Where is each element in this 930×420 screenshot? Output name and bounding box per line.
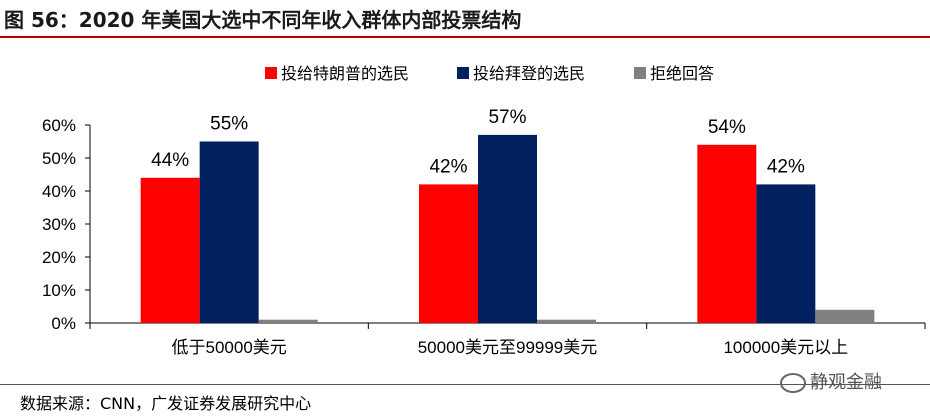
legend-swatch [265,67,277,79]
y-tick-label: 30% [42,215,76,234]
bar [419,184,478,323]
y-tick-label: 50% [42,149,76,168]
data-label: 55% [210,114,248,135]
legend-swatch [634,67,646,79]
x-tick-label: 50000美元至99999美元 [418,338,598,357]
x-tick-label: 100000美元以上 [723,338,848,357]
y-tick-label: 40% [42,182,76,201]
bar [815,309,875,323]
watermark: 静观金融 [780,368,882,394]
source-note: 数据来源：CNN，广发证券发展研究中心 [20,394,312,413]
bar [756,184,816,323]
bar [258,319,318,323]
legend-entry: 拒绝回答 [650,65,714,83]
bar-chart: 0% 10% 20% 30% 40% 50% 60% 44% 55% 低于50000美元 42% 57… [42,65,926,357]
data-label: 44% [151,150,189,171]
bar [478,134,537,323]
legend-swatch [457,67,469,79]
data-label: 42% [767,156,805,177]
data-label: 54% [708,117,746,138]
chart-title: 图 56：2020 年美国大选中不同年收入群体内部投票结构 [4,8,522,32]
y-tick-label: 10% [42,281,76,300]
y-tick-label: 60% [42,116,76,135]
bar [140,177,200,323]
bar [199,141,259,323]
legend-entry: 投给特朗普的选民 [281,65,409,83]
legend-entry: 投给拜登的选民 [473,65,585,83]
bar [697,144,757,323]
source-divider [0,384,930,385]
wechat-icon [780,373,806,393]
watermark-text: 静观金融 [810,372,882,393]
y-tick-label: 0% [51,314,76,333]
title-divider [0,36,930,38]
data-label: 57% [488,107,526,128]
bar [537,319,596,323]
x-tick-label: 低于50000美元 [172,338,287,357]
y-tick-label: 20% [42,248,76,267]
data-label: 42% [429,156,467,177]
